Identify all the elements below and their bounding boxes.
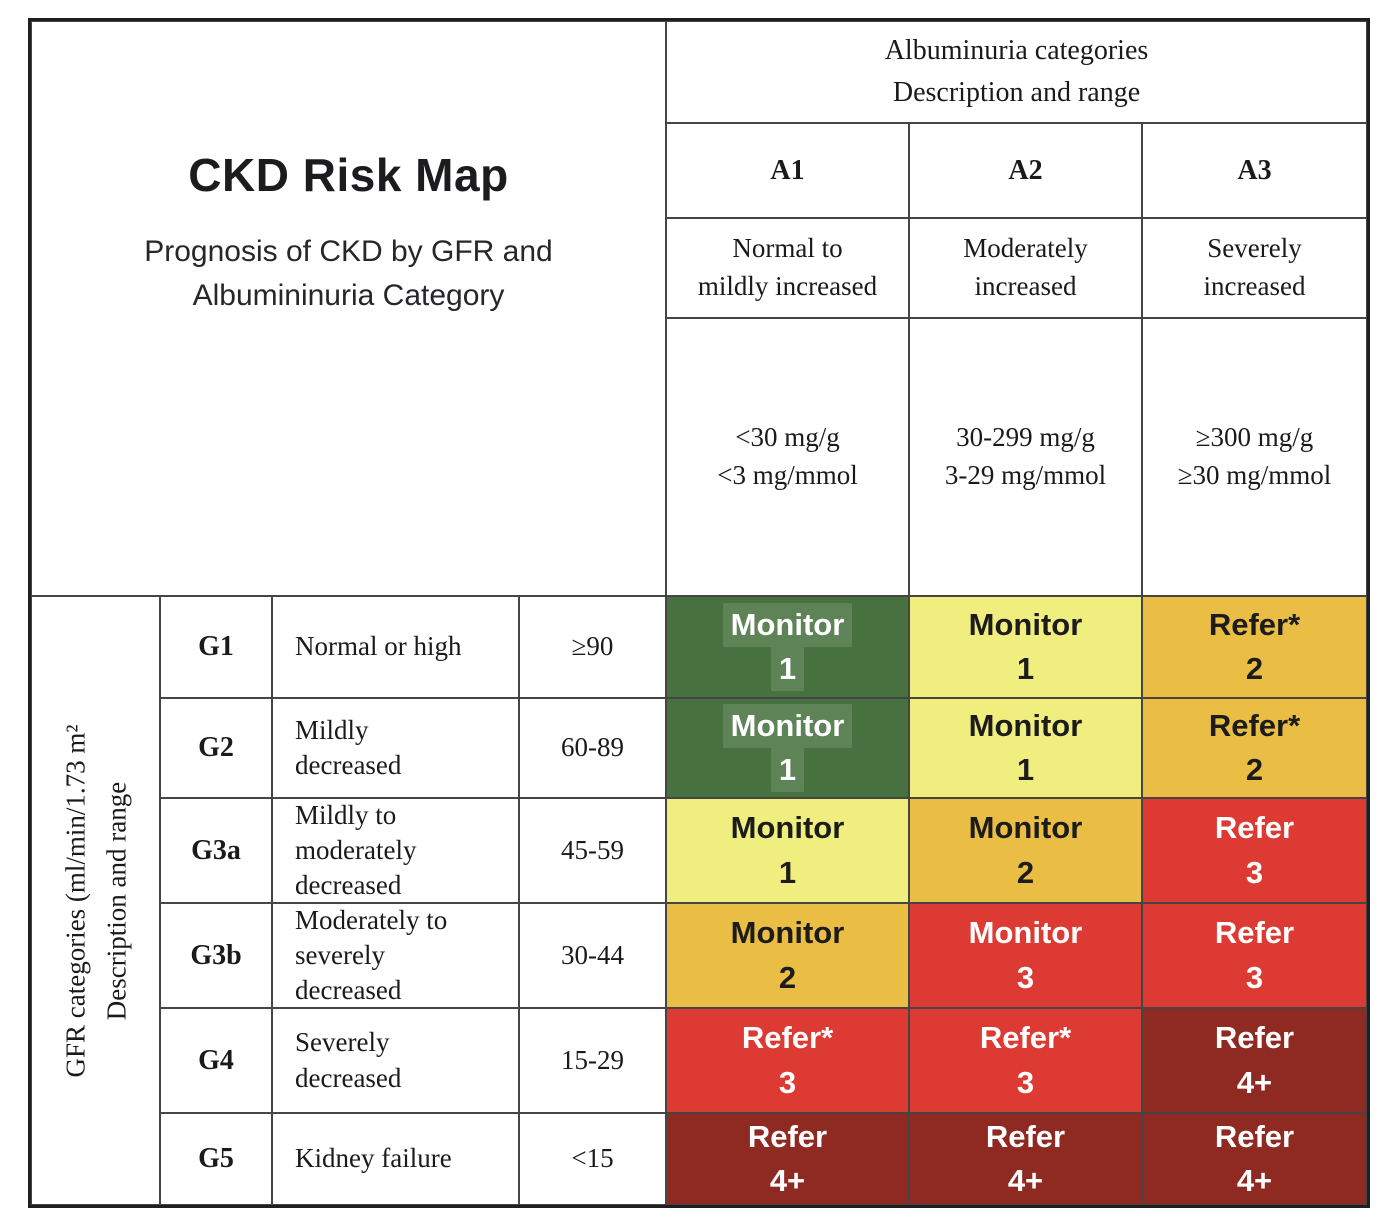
risk-cell-g3a-a2: Monitor 2 xyxy=(909,798,1142,903)
gfr-code-g3a: G3a xyxy=(160,798,272,903)
gfr-code-g2: G2 xyxy=(160,698,272,798)
page-title: CKD Risk Map xyxy=(188,149,509,201)
risk-action: Refer xyxy=(1214,915,1295,951)
risk-level: 4+ xyxy=(769,1163,806,1198)
risk-cell-g5-a1: Refer 4+ xyxy=(666,1113,909,1205)
albuminuria-axis-header: Albuminuria categories Description and r… xyxy=(666,21,1367,123)
risk-level: 2 xyxy=(778,959,797,995)
risk-action: Monitor xyxy=(722,703,853,748)
risk-cell-g2-a2: Monitor 1 xyxy=(909,698,1142,798)
risk-cell-g3b-a2: Monitor 3 xyxy=(909,903,1142,1008)
risk-level: 4+ xyxy=(1236,1064,1273,1100)
risk-action: Refer* xyxy=(1208,707,1301,743)
risk-level: 3 xyxy=(1245,959,1264,995)
gfr-range-g3a: 45-59 xyxy=(519,798,666,903)
gfr-axis-header: GFR categories (ml/min/1.73 m² Descripti… xyxy=(31,596,160,1205)
risk-cell-g5-a3: Refer 4+ xyxy=(1142,1113,1367,1205)
risk-level: 3 xyxy=(778,1064,797,1100)
risk-level: 2 xyxy=(1245,752,1264,787)
risk-action: Refer xyxy=(1214,810,1295,846)
risk-action: Refer* xyxy=(741,1020,834,1056)
risk-action: Refer* xyxy=(979,1020,1072,1056)
gfr-range-g1: ≥90 xyxy=(519,596,666,698)
risk-action: Refer xyxy=(985,1118,1066,1154)
risk-action: Monitor xyxy=(968,915,1083,951)
risk-action: Refer xyxy=(1214,1020,1295,1056)
risk-level: 3 xyxy=(1016,1064,1035,1100)
albuminuria-code-a2: A2 xyxy=(909,123,1142,218)
risk-level: 1 xyxy=(770,647,805,692)
albuminuria-description-a1: Normal to mildly increased xyxy=(666,218,909,318)
risk-action: Monitor xyxy=(968,707,1083,743)
albuminuria-code-a1: A1 xyxy=(666,123,909,218)
gfr-range-g2: 60-89 xyxy=(519,698,666,798)
risk-cell-g5-a2: Refer 4+ xyxy=(909,1113,1142,1205)
risk-level: 2 xyxy=(1245,651,1264,686)
gfr-code-g1: G1 xyxy=(160,596,272,698)
gfr-code-g3b: G3b xyxy=(160,903,272,1008)
title-panel: CKD Risk Map Prognosis of CKD by GFR and… xyxy=(31,21,666,596)
gfr-description-g3a: Mildly to moderately decreased xyxy=(272,798,519,903)
risk-cell-g2-a3: Refer* 2 xyxy=(1142,698,1367,798)
page-subtitle: Prognosis of CKD by GFR and Albumininuri… xyxy=(144,235,553,312)
risk-cell-g3b-a1: Monitor 2 xyxy=(666,903,909,1008)
risk-action: Monitor xyxy=(968,606,1083,642)
risk-action: Refer xyxy=(1214,1118,1295,1154)
albuminuria-description-a3: Severely increased xyxy=(1142,218,1367,318)
ckd-risk-table: CKD Risk Map Prognosis of CKD by GFR and… xyxy=(28,18,1370,1208)
gfr-description-g4: Severely decreased xyxy=(272,1008,519,1113)
gfr-range-g4: 15-29 xyxy=(519,1008,666,1113)
risk-level: 4+ xyxy=(1007,1163,1044,1198)
risk-cell-g3a-a1: Monitor 1 xyxy=(666,798,909,903)
risk-action: Monitor xyxy=(730,915,845,951)
gfr-range-g5: <15 xyxy=(519,1113,666,1205)
risk-action: Monitor xyxy=(730,810,845,846)
gfr-description-g1: Normal or high xyxy=(272,596,519,698)
risk-level: 4+ xyxy=(1236,1163,1273,1198)
risk-level: 1 xyxy=(1016,651,1035,686)
risk-action: Refer* xyxy=(1208,606,1301,642)
gfr-code-g5: G5 xyxy=(160,1113,272,1205)
risk-level: 1 xyxy=(770,748,805,793)
gfr-description-g3b: Moderately to severely decreased xyxy=(272,903,519,1008)
risk-cell-g3b-a3: Refer 3 xyxy=(1142,903,1367,1008)
risk-cell-g3a-a3: Refer 3 xyxy=(1142,798,1367,903)
risk-cell-g1-a1: Monitor 1 xyxy=(666,596,909,698)
risk-level: 1 xyxy=(1016,752,1035,787)
risk-action: Monitor xyxy=(722,602,853,647)
risk-level: 2 xyxy=(1016,854,1035,890)
risk-action: Refer xyxy=(747,1118,828,1154)
risk-cell-g4-a2: Refer* 3 xyxy=(909,1008,1142,1113)
albuminuria-range-a1: <30 mg/g <3 mg/mmol xyxy=(666,318,909,596)
risk-cell-g1-a3: Refer* 2 xyxy=(1142,596,1367,698)
gfr-description-g2: Mildly decreased xyxy=(272,698,519,798)
gfr-code-g4: G4 xyxy=(160,1008,272,1113)
gfr-description-g5: Kidney failure xyxy=(272,1113,519,1205)
risk-action: Monitor xyxy=(968,810,1083,846)
risk-cell-g1-a2: Monitor 1 xyxy=(909,596,1142,698)
risk-level: 3 xyxy=(1016,959,1035,995)
risk-level: 1 xyxy=(778,854,797,890)
albuminuria-code-a3: A3 xyxy=(1142,123,1367,218)
risk-cell-g4-a1: Refer* 3 xyxy=(666,1008,909,1113)
gfr-axis-header-text: GFR categories (ml/min/1.73 m² Descripti… xyxy=(60,723,131,1078)
risk-cell-g2-a1: Monitor 1 xyxy=(666,698,909,798)
risk-cell-g4-a3: Refer 4+ xyxy=(1142,1008,1367,1113)
risk-level: 3 xyxy=(1245,854,1264,890)
gfr-range-g3b: 30-44 xyxy=(519,903,666,1008)
albuminuria-range-a3: ≥300 mg/g ≥30 mg/mmol xyxy=(1142,318,1367,596)
albuminuria-description-a2: Moderately increased xyxy=(909,218,1142,318)
albuminuria-range-a2: 30-299 mg/g 3-29 mg/mmol xyxy=(909,318,1142,596)
